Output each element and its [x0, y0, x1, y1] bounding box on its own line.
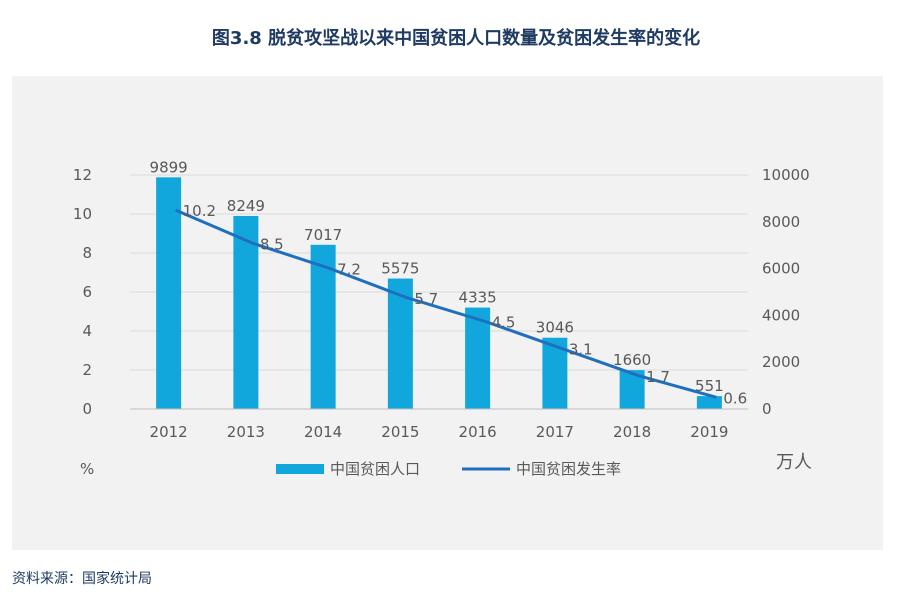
right-tick-label: 10000	[762, 166, 810, 184]
right-axis-label: 万人	[776, 452, 812, 473]
bar-data-label: 4335	[459, 289, 497, 307]
line-data-label: 3.1	[569, 341, 593, 359]
line-data-label: 10.2	[183, 202, 216, 220]
left-tick-label: 12	[73, 166, 92, 184]
left-tick-label: 4	[82, 322, 92, 340]
left-tick-label: 10	[73, 205, 92, 223]
left-tick-label: 6	[82, 283, 92, 301]
left-tick-label: 2	[82, 361, 92, 379]
chart-panel: 0 2 4 6 8 10 12 0 2000 4000 6000 8000 10000 9899 8249 7…	[12, 76, 883, 550]
x-tick-label: 2016	[459, 423, 497, 441]
line-data-label: 0.6	[723, 389, 747, 407]
x-tick-label: 2014	[304, 423, 342, 441]
legend-swatch-bar	[276, 464, 324, 474]
left-tick-label: 0	[82, 400, 92, 418]
x-tick-label: 2019	[690, 423, 728, 441]
bar-data-label: 1660	[613, 351, 651, 369]
line-data-label: 8.5	[260, 235, 284, 253]
bar-data-label: 8249	[227, 197, 265, 215]
combo-chart: 0 2 4 6 8 10 12 0 2000 4000 6000 8000 10000 9899 8249 7…	[73, 158, 812, 478]
legend-label-rate: 中国贫困发生率	[516, 460, 621, 478]
line-data-label: 4.5	[492, 313, 516, 331]
right-tick-label: 8000	[762, 213, 800, 231]
bar-data-label: 551	[695, 377, 724, 395]
x-tick-label: 2012	[150, 423, 188, 441]
right-tick-label: 2000	[762, 353, 800, 371]
x-tick-label: 2018	[613, 423, 651, 441]
line-data-label: 5.7	[414, 290, 438, 308]
left-axis-label: %	[80, 460, 94, 478]
right-tick-label: 4000	[762, 306, 800, 324]
x-tick-label: 2017	[536, 423, 574, 441]
bar-population	[387, 278, 413, 409]
bar-population	[156, 177, 182, 409]
bar-data-label: 3046	[536, 319, 574, 337]
bar-data-label: 9899	[150, 158, 188, 176]
line-data-label: 7.2	[337, 261, 361, 279]
line-data-label: 1.7	[646, 368, 670, 386]
bar-population	[310, 244, 336, 409]
x-tick-label: 2015	[381, 423, 419, 441]
legend-label-population: 中国贫困人口	[330, 460, 420, 478]
x-tick-label: 2013	[227, 423, 265, 441]
bar-population	[465, 307, 491, 409]
bar-population	[233, 215, 259, 409]
bar-data-label: 7017	[304, 226, 342, 244]
right-tick-label: 6000	[762, 260, 800, 278]
bar-population	[696, 396, 722, 409]
rate-line	[175, 208, 717, 399]
source-note: 资料来源：国家统计局	[12, 571, 152, 587]
bar-data-label: 5575	[381, 260, 419, 278]
right-tick-label: 0	[762, 400, 772, 418]
left-tick-label: 8	[82, 244, 92, 262]
chart-title: 图3.8 脱贫攻坚战以来中国贫困人口数量及贫困发生率的变化	[211, 28, 701, 49]
